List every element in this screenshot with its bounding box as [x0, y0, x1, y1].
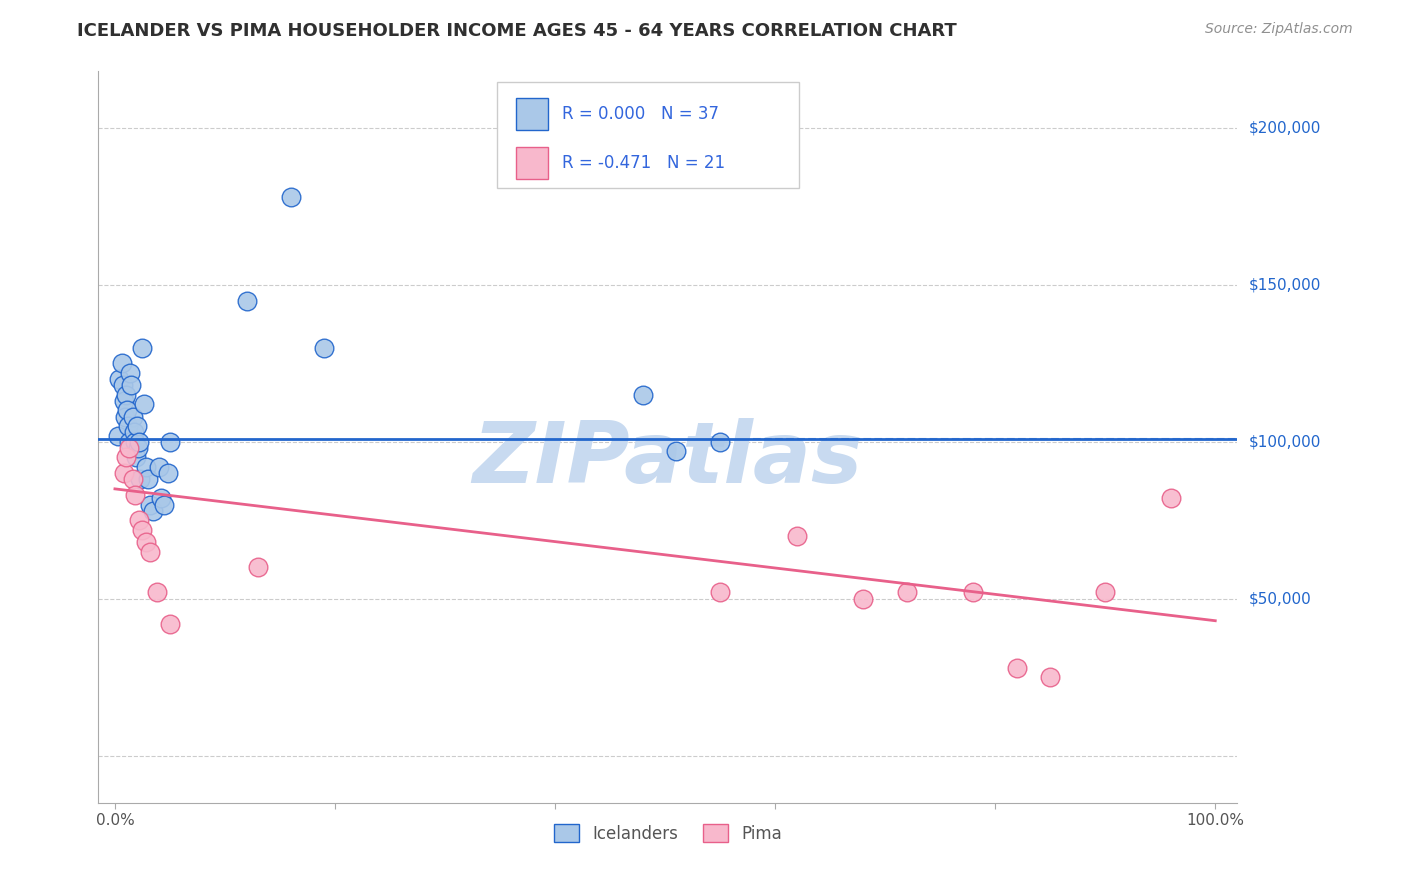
Point: [121, 473, 143, 487]
Point: [159, 434, 181, 449]
Point: [312, 341, 335, 355]
Text: ICELANDER VS PIMA HOUSEHOLDER INCOME AGES 45 - 64 YEARS CORRELATION CHART: ICELANDER VS PIMA HOUSEHOLDER INCOME AGE…: [77, 22, 957, 40]
Text: $150,000: $150,000: [1249, 277, 1320, 293]
FancyBboxPatch shape: [498, 82, 799, 188]
Point: [115, 403, 138, 417]
Point: [132, 397, 155, 411]
Point: [111, 378, 134, 392]
Point: [131, 523, 153, 537]
Text: ZIPatlas: ZIPatlas: [472, 417, 863, 500]
Legend: Icelanders, Pima: Icelanders, Pima: [547, 818, 789, 849]
Point: [124, 488, 146, 502]
Point: [117, 419, 139, 434]
Point: [246, 560, 269, 574]
Point: [127, 441, 149, 455]
Point: [108, 372, 131, 386]
Point: [120, 378, 142, 392]
Point: [115, 450, 138, 465]
Point: [665, 444, 688, 458]
Text: Source: ZipAtlas.com: Source: ZipAtlas.com: [1205, 22, 1353, 37]
Point: [114, 409, 136, 424]
Point: [107, 428, 129, 442]
Point: [135, 535, 157, 549]
Point: [159, 616, 181, 631]
Point: [786, 529, 808, 543]
Point: [131, 341, 153, 355]
Point: [128, 434, 150, 449]
Point: [136, 473, 159, 487]
Text: $200,000: $200,000: [1249, 120, 1320, 136]
Point: [118, 434, 141, 449]
Point: [112, 394, 135, 409]
Point: [852, 591, 875, 606]
Point: [128, 513, 150, 527]
Point: [280, 190, 302, 204]
FancyBboxPatch shape: [516, 146, 548, 179]
Point: [129, 473, 152, 487]
Point: [153, 498, 176, 512]
Point: [1005, 661, 1028, 675]
Point: [125, 450, 148, 465]
Point: [1160, 491, 1182, 506]
Point: [631, 387, 654, 401]
Point: [122, 425, 145, 440]
Point: [124, 434, 146, 449]
Point: [896, 585, 918, 599]
Point: [125, 419, 148, 434]
Point: [135, 459, 157, 474]
FancyBboxPatch shape: [516, 98, 548, 130]
Point: [1094, 585, 1116, 599]
Point: [236, 293, 259, 308]
Point: [145, 585, 167, 599]
Point: [139, 498, 162, 512]
Point: [1039, 670, 1062, 684]
Text: $50,000: $50,000: [1249, 591, 1312, 607]
Point: [115, 387, 138, 401]
Point: [156, 466, 179, 480]
Point: [148, 459, 170, 474]
Point: [110, 356, 132, 370]
Point: [139, 544, 162, 558]
Point: [121, 409, 143, 424]
Point: [709, 585, 731, 599]
Point: [120, 366, 142, 380]
Point: [962, 585, 984, 599]
Point: [709, 434, 731, 449]
Point: [142, 504, 165, 518]
Text: $100,000: $100,000: [1249, 434, 1320, 450]
Point: [118, 441, 141, 455]
Point: [150, 491, 173, 506]
Text: R = 0.000   N = 37: R = 0.000 N = 37: [562, 104, 718, 123]
Text: R = -0.471   N = 21: R = -0.471 N = 21: [562, 153, 725, 172]
Point: [112, 466, 135, 480]
